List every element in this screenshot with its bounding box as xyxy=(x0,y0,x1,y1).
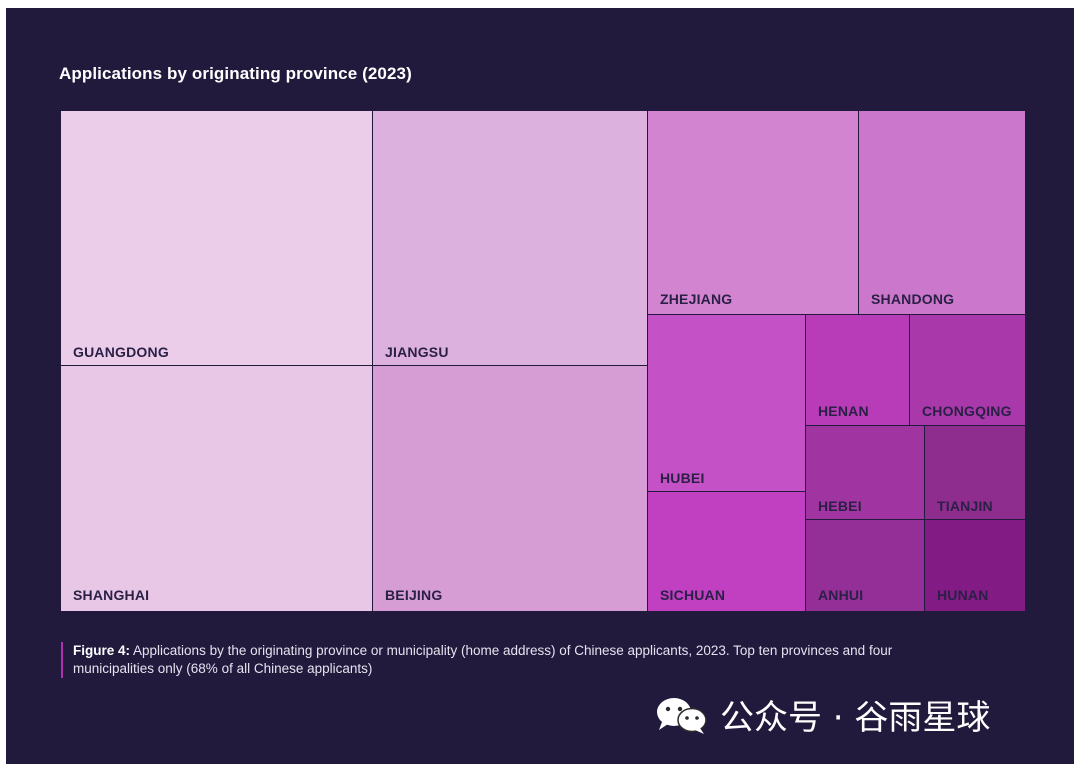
tile-guangdong xyxy=(61,111,372,365)
tile-label-hubei: HUBEI xyxy=(660,470,705,486)
tile-hebei xyxy=(806,426,924,519)
tile-label-beijing: BEIJING xyxy=(385,587,442,603)
tile-label-zhejiang: ZHEJIANG xyxy=(660,291,732,307)
tile-chongqing xyxy=(910,315,1025,425)
tile-henan xyxy=(806,315,909,425)
caption-text: Applications by the originating province… xyxy=(73,643,893,676)
figure-caption: Figure 4: Applications by the originatin… xyxy=(61,642,973,678)
tile-zhejiang xyxy=(648,111,858,314)
tile-shanghai xyxy=(61,366,372,611)
tile-anhui xyxy=(806,520,924,611)
tile-label-sichuan: SICHUAN xyxy=(660,587,725,603)
tile-label-tianjin: TIANJIN xyxy=(937,498,993,514)
tile-jiangsu xyxy=(373,111,647,365)
tile-label-anhui: ANHUI xyxy=(818,587,863,603)
tile-hubei xyxy=(648,315,805,491)
tile-label-guangdong: GUANGDONG xyxy=(73,344,169,360)
tile-label-shanghai: SHANGHAI xyxy=(73,587,149,603)
caption-label: Figure 4: xyxy=(73,643,131,658)
tile-label-henan: HENAN xyxy=(818,403,869,419)
tile-label-hunan: HUNAN xyxy=(937,587,989,603)
tile-label-hebei: HEBEI xyxy=(818,498,862,514)
tile-label-jiangsu: JIANGSU xyxy=(385,344,449,360)
tile-beijing xyxy=(373,366,647,611)
tile-hunan xyxy=(925,520,1025,611)
wechat-icon xyxy=(657,697,707,734)
watermark-text: 公众号 · 谷雨星球 xyxy=(720,698,991,738)
tile-shandong xyxy=(859,111,1025,314)
tile-tianjin xyxy=(925,426,1025,519)
tile-sichuan xyxy=(648,492,805,611)
tile-label-chongqing: CHONGQING xyxy=(922,403,1012,419)
watermark: 公众号 · 谷雨星球 xyxy=(654,690,990,739)
chart-title: Applications by originating province (20… xyxy=(59,64,412,83)
tile-label-shandong: SHANDONG xyxy=(871,291,954,307)
